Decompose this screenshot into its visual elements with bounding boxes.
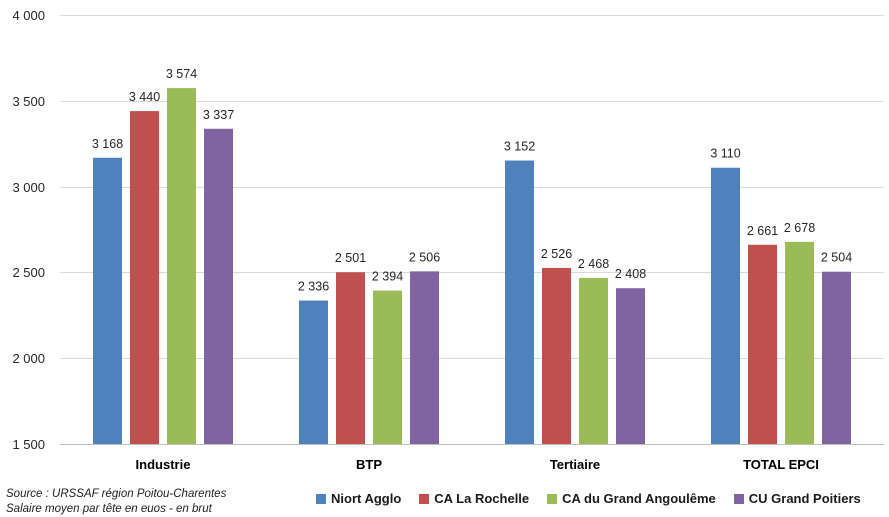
bar [748,244,777,444]
legend-swatch [419,493,430,504]
y-tick-label: 4 000 [12,8,45,23]
data-label: 2 504 [821,251,852,265]
data-label: 3 337 [203,108,234,122]
legend-item: Niort Agglo [316,491,401,506]
data-label: 2 408 [615,267,646,281]
legend-swatch [316,493,326,504]
bar [336,272,365,444]
category-label: Industrie [136,457,191,472]
gridlines [60,15,884,445]
bar [505,160,534,445]
bar [373,290,402,444]
legend-swatch [547,493,558,504]
bar [299,300,328,444]
data-label: 3 574 [166,67,197,81]
data-label: 2 501 [335,251,366,265]
data-label: 2 394 [372,270,403,284]
legend-label: Niort Agglo [331,491,402,506]
legend-item: CA La Rochelle [419,491,529,506]
bars [93,88,851,445]
bar [93,157,122,445]
legend-item: CA du Grand Angoulême [547,491,716,506]
y-axis-tick-labels: 1 500 2 000 2 500 3 000 3 500 4 000 [12,8,45,452]
bar [410,271,439,444]
data-label: 2 506 [409,250,440,264]
y-tick-label: 3 500 [12,94,45,109]
source-line-2: Salaire moyen par tête en euos - en brut [6,503,212,515]
bar [822,271,851,444]
source-line-1: Source : URSSAF région Poitou-Charentes [6,488,227,500]
category-label: Tertiaire [550,457,600,472]
legend-label: CU Grand Poitiers [748,491,861,506]
legend-swatch [733,493,744,504]
data-label: 3 110 [710,147,740,161]
legend-label: CA du Grand Angoulême [562,491,716,506]
y-tick-label: 3 000 [12,180,45,195]
bar [579,277,608,444]
bar [130,111,159,444]
data-labels: 3 168 3 440 3 574 3 337 2 336 2 501 2 394 2 506… [92,67,852,293]
data-label: 3 168 [92,137,123,151]
bar [542,267,571,444]
data-label: 3 440 [129,90,160,104]
bar [785,241,814,444]
data-label: 2 678 [784,221,815,235]
data-label: 2 468 [578,257,609,271]
x-axis-category-labels: Industrie BTP Tertiaire TOTAL EPCI [136,457,819,472]
bar [711,167,740,444]
data-label: 2 661 [747,224,778,238]
data-label: 2 526 [541,247,572,261]
y-tick-label: 2 000 [12,351,45,366]
bar [616,288,645,444]
data-label: 2 336 [298,280,329,294]
category-label: TOTAL EPCI [743,457,819,472]
data-label: 3 152 [504,140,535,154]
source-note: Source : URSSAF région Poitou-Charentes … [6,487,226,517]
legend-item: CU Grand Poitiers [733,491,861,506]
legend: Niort Agglo CA La Rochelle CA du Grand Ang… [316,491,861,506]
category-label: BTP [356,457,382,472]
y-tick-label: 1 500 [12,437,45,452]
bar [204,128,233,444]
bar [167,88,196,445]
legend-label: CA La Rochelle [434,491,530,506]
y-tick-label: 2 500 [12,265,45,280]
bar-chart: 1 500 2 000 2 500 3 000 3 500 4 000 3 168 3 44… [12,8,884,472]
